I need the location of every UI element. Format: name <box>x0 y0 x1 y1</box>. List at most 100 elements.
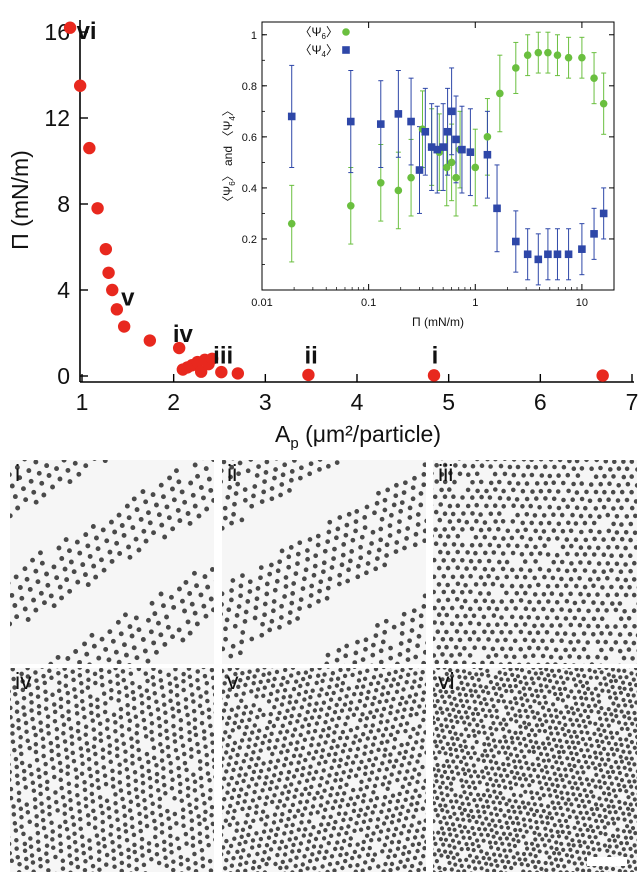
inset-psi6-point <box>523 51 532 59</box>
micrograph-particles <box>10 460 214 664</box>
inset-y-axis-label-part: 6 <box>228 181 237 186</box>
inset-psi4-point <box>544 250 552 259</box>
inset-legend-label: 〈Ψ6〉 <box>300 25 339 41</box>
inset-psi4-point <box>483 150 492 159</box>
micrograph-image <box>433 460 637 664</box>
inset-y-tick-label: 0.2 <box>242 234 257 246</box>
inset-legend-label-part: 4 <box>322 50 327 59</box>
inset-psi4-point <box>287 112 296 121</box>
inset-psi6-point <box>471 163 480 172</box>
inset-psi4-point <box>493 204 501 213</box>
main-y-axis-label: Π (mN/m) <box>7 150 33 250</box>
micrograph-image <box>10 460 214 664</box>
micrograph-particles <box>433 668 637 872</box>
main-data-point <box>110 303 124 316</box>
inset-psi4-point <box>452 135 460 144</box>
main-data-point <box>172 341 186 355</box>
inset-psi4-point <box>523 250 532 259</box>
inset-chart: 0.20.40.60.810.01 0.1 1 10Π (mN/m)〈Ψ6〉 and … <box>221 21 615 329</box>
main-x-tick-label: 7 <box>626 389 638 415</box>
inset-psi6-point <box>452 173 460 182</box>
main-y-tick-label: 0 <box>57 363 70 389</box>
inset-psi6-point <box>553 51 562 59</box>
inset-psi4-point <box>590 230 598 238</box>
inset-legend-marker-psi4 <box>342 46 350 54</box>
micrograph-panel: ii <box>222 460 426 664</box>
inset-psi4-point <box>447 107 456 116</box>
inset-psi4-point <box>458 145 466 154</box>
micrograph-image <box>10 668 214 872</box>
main-x-axis-label-rest: (μm²/particle) <box>299 421 441 447</box>
main-data-point <box>143 334 157 347</box>
inset-psi4-point <box>599 209 608 218</box>
main-data-point <box>83 141 96 155</box>
inset-y-axis-label-part: 〉 <box>221 104 235 116</box>
micrograph-particles <box>10 668 214 872</box>
inset-psi6-point <box>599 99 608 108</box>
inset-x-tick-label: 0.01 <box>251 297 272 309</box>
main-x-axis-label: Ap (μm²/particle) <box>275 421 441 450</box>
main-data-point <box>427 369 441 382</box>
micrograph-panel-label: i <box>15 460 21 486</box>
micrograph-panel: i <box>10 460 214 664</box>
micrograph-image <box>433 668 637 872</box>
main-annotation-label: ii <box>304 343 317 370</box>
main-x-tick-label: 2 <box>167 389 180 415</box>
micrograph-panel-label: vi <box>438 668 455 694</box>
inset-psi6-point <box>564 53 573 62</box>
inset-psi4-point <box>376 120 385 128</box>
micrograph-image <box>222 668 426 872</box>
micrograph-panel: vi <box>433 668 637 872</box>
main-annotation-label: vi <box>77 18 97 45</box>
inset-psi6-point <box>447 158 456 167</box>
inset-psi6-point <box>534 48 543 57</box>
inset-legend-label-part: 〉 <box>326 43 338 57</box>
main-x-tick-label: 1 <box>76 389 89 415</box>
inset-x-tick-label: 0.1 <box>361 297 376 309</box>
inset-psi4-point <box>443 127 452 136</box>
inset-psi4-point <box>534 255 543 264</box>
inset-psi6-point <box>496 89 504 98</box>
inset-psi4-point <box>394 110 403 118</box>
inset-psi4-point <box>433 145 442 154</box>
inset-psi4-point <box>512 237 520 246</box>
inset-x-tick-label: 10 <box>576 297 588 309</box>
micrograph-panel-label: ii <box>227 460 238 486</box>
scale-bar <box>587 857 627 866</box>
inset-y-tick-label: 0.8 <box>242 81 257 93</box>
inset-psi6-point <box>394 186 403 195</box>
inset-legend-label-part: 〈Ψ <box>300 43 322 57</box>
inset-psi4-point <box>421 127 430 136</box>
main-y-tick-label: 4 <box>57 277 70 303</box>
inset-x-axis-label: Π (mN/m) <box>412 315 464 329</box>
micrograph-image <box>222 460 426 664</box>
main-annotation-label: i <box>432 343 439 370</box>
inset-psi4-point <box>346 117 355 126</box>
inset-psi6-point <box>544 48 552 57</box>
inset-psi6-point <box>287 219 296 228</box>
inset-y-tick-label: 1 <box>251 30 257 42</box>
inset-psi4-point <box>578 245 586 253</box>
main-x-tick-label: 6 <box>534 389 547 415</box>
micrograph-panel-label: iii <box>438 460 454 486</box>
main-data-point <box>215 365 228 379</box>
inset-psi6-point <box>512 64 520 72</box>
inset-psi4-point <box>415 166 424 174</box>
main-y-tick-label: 12 <box>44 105 70 131</box>
micrograph-particles <box>433 460 637 664</box>
main-data-point <box>596 369 609 382</box>
main-data-point <box>117 320 131 333</box>
micrograph-panel: v <box>222 668 426 872</box>
inset-plot-frame <box>261 21 615 291</box>
main-x-axis-label-a: A <box>275 421 291 447</box>
main-x-axis-label-sub: p <box>290 435 298 450</box>
main-data-point <box>106 283 119 297</box>
inset-y-axis-label-part: 〈Ψ <box>221 186 235 208</box>
main-x-tick-label: 5 <box>442 389 455 415</box>
inset-y-axis-label: 〈Ψ6〉 and 〈Ψ4〉 <box>221 104 237 208</box>
inset-legend-marker-psi6 <box>342 28 350 36</box>
micrograph-particles <box>222 460 426 664</box>
micrograph-particles <box>222 668 426 872</box>
inset-psi4-point <box>439 143 447 151</box>
